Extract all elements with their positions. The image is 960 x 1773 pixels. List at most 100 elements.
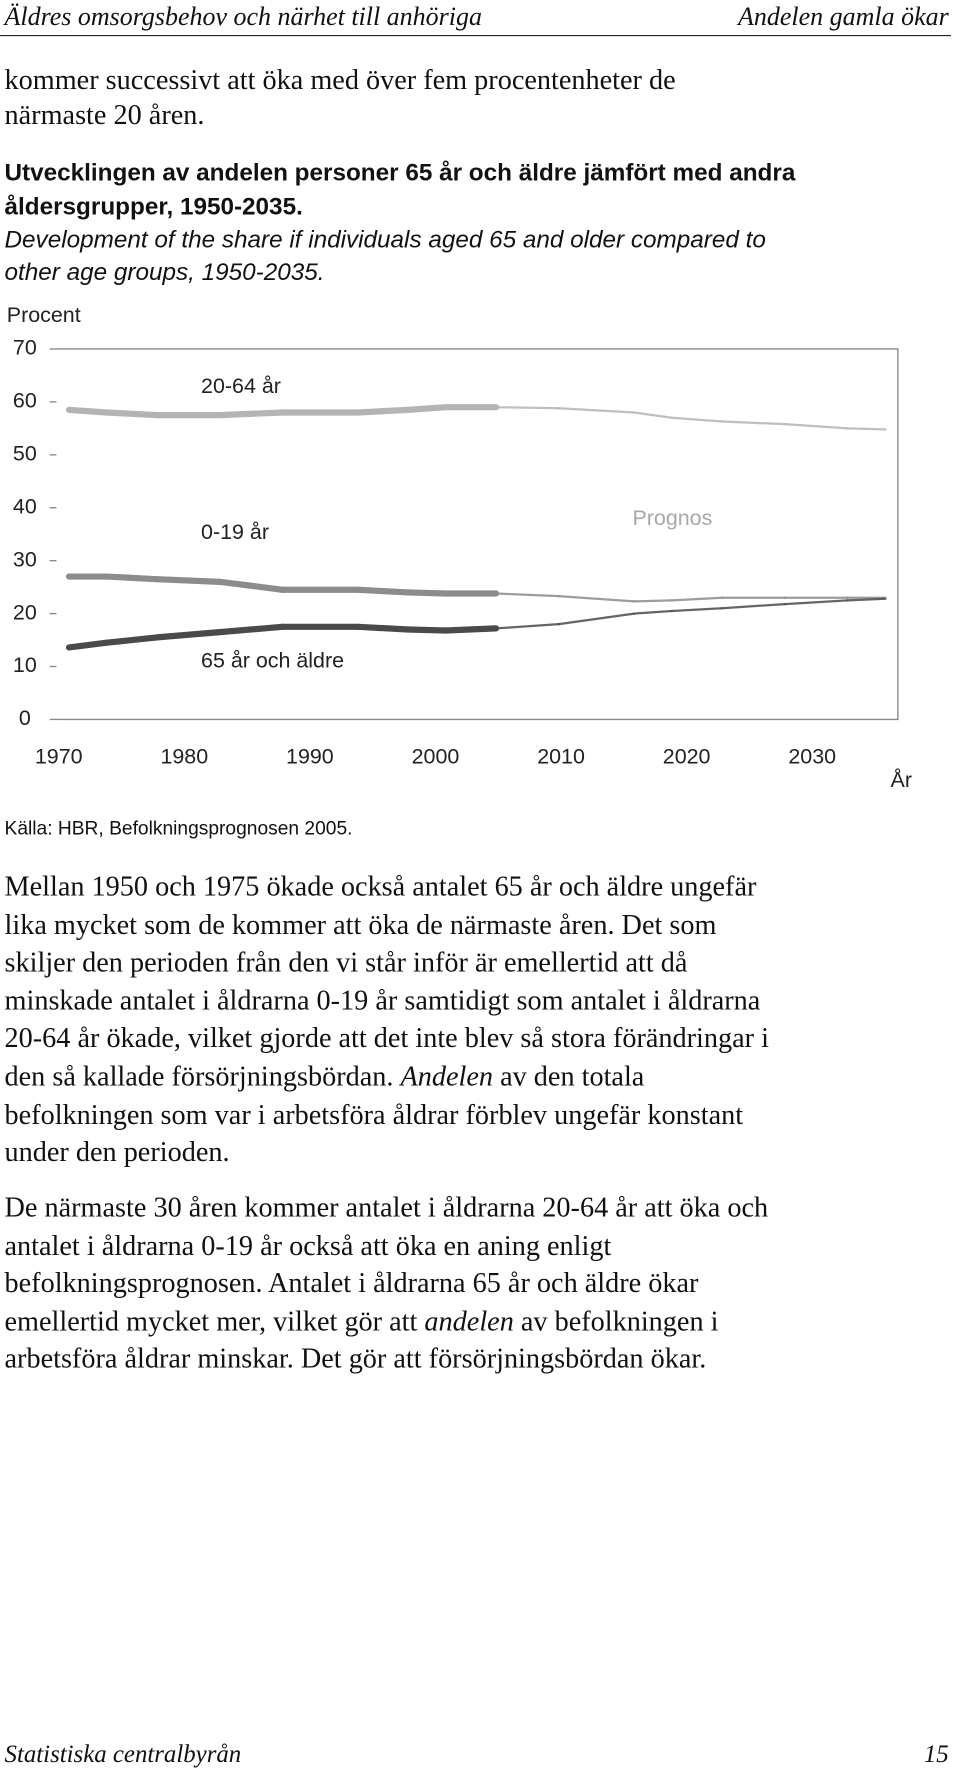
line-segment: [153, 576, 223, 585]
x-tick-label: 1990: [286, 745, 334, 769]
line-segment: [720, 420, 786, 426]
line-segment: [557, 594, 636, 603]
x-tick-label: 1980: [160, 745, 208, 769]
line-segment: [557, 612, 636, 626]
x-tick-label: 2000: [412, 745, 460, 769]
text-line: befolkningen som var i arbetsföra åldrar…: [5, 1100, 744, 1132]
line-segment: [633, 411, 673, 419]
x-tick-label: 2020: [663, 745, 711, 769]
text-line: under den perioden.: [5, 1138, 230, 1170]
line-segment: [670, 416, 724, 423]
text-run: den så kallade försörjningsbördan.: [4, 1061, 401, 1093]
y-tick-label: 30: [13, 547, 37, 571]
line-segment: [404, 404, 449, 413]
line-segment: [846, 427, 887, 431]
series-label: 65 år och äldre: [201, 649, 344, 673]
line-segment: [783, 599, 849, 606]
figure-subtitle: Development of the share if individuals …: [4, 225, 766, 253]
y-tick-label: 50: [13, 442, 37, 466]
line-segment: [65, 406, 110, 416]
x-tick-label: 1970: [35, 745, 83, 769]
line-segment: [103, 573, 161, 583]
line-segment: [354, 623, 412, 633]
figure-title: åldersgrupper, 1950-2035.: [4, 193, 303, 221]
y-tick-label: 10: [13, 653, 37, 677]
line-segment: [557, 407, 636, 414]
text-line: emellertid mycket mer, vilket gör att an…: [5, 1306, 719, 1338]
annotation: Prognos: [632, 506, 712, 530]
text-line: 20-64 år ökade, vilket gjorde att det in…: [5, 1024, 769, 1056]
text-run: arbetsföra åldrar minskar. Det gör att f…: [4, 1344, 707, 1375]
text-line: befolkningsprognosen. Antalet i åldrarna…: [5, 1269, 699, 1301]
text-line: De närmaste 30 åren kommer antalet i åld…: [5, 1193, 769, 1225]
text-run: antalet i åldrarna 0-19 år också att öka…: [4, 1230, 612, 1262]
line-segment: [442, 625, 500, 634]
line-segment: [103, 409, 161, 419]
line-segment: [720, 602, 786, 610]
figure-subtitle: other age groups, 1950-2035.: [4, 258, 325, 286]
line-segment: [670, 596, 724, 602]
plot-frame: [56, 348, 899, 721]
y-tick-label: 70: [13, 336, 37, 360]
text-line: antalet i åldrarna 0-19 år också att öka…: [5, 1231, 612, 1263]
x-axis-label: År: [891, 768, 912, 792]
text-line: närmaste 20 åren.: [4, 100, 205, 132]
line-segment: [216, 409, 286, 419]
line-segment: [216, 578, 286, 593]
header-right: Andelen gamla ökar: [738, 2, 949, 31]
series-label: 0-19 år: [201, 520, 269, 544]
text-run: befolkningen som var i arbetsföra åldrar…: [4, 1099, 744, 1131]
text-line: lika mycket som de kommer att öka de när…: [5, 910, 717, 942]
series-label: 20-64 år: [201, 374, 281, 398]
text-line: skiljer den perioden från den vi står in…: [5, 948, 688, 980]
line-segment: [216, 623, 286, 636]
line-segment: [494, 592, 560, 598]
text-line: arbetsföra åldrar minskar. Det gör att f…: [5, 1344, 707, 1376]
footer-left: Statistiska centralbyrån: [4, 1739, 242, 1768]
line-segment: [670, 607, 724, 613]
header-left: Äldres omsorgsbehov och närhet till anhö…: [4, 2, 482, 31]
text-run: emellertid mycket mer, vilket gör att: [4, 1306, 425, 1337]
line-segment: [494, 623, 560, 630]
text-run: under den perioden.: [4, 1137, 230, 1169]
text-run: skiljer den perioden från den vi står in…: [4, 947, 688, 979]
y-axis-label: Procent: [7, 303, 81, 327]
line-segment: [65, 639, 110, 651]
text-run: av befolkningen i: [513, 1306, 719, 1337]
text-line: minskade antalet i åldrarna 0-19 år samt…: [5, 986, 761, 1018]
y-tick-label: 40: [13, 494, 37, 518]
footer-right: 15: [923, 1739, 949, 1768]
line-segment: [633, 599, 673, 603]
line-segment: [354, 586, 412, 596]
line-segment: [153, 629, 223, 641]
figure-source: Källa: HBR, Befolkningsprognosen 2005.: [4, 817, 353, 840]
figure-title: Utvecklingen av andelen personer 65 år o…: [4, 159, 796, 187]
text-run: av den totala: [493, 1061, 645, 1093]
line-segment: [404, 589, 449, 597]
emphasis: Andelen: [400, 1061, 494, 1093]
line-segment: [783, 423, 849, 430]
text-run: befolkningsprognosen. Antalet i åldrarna…: [4, 1268, 699, 1300]
x-tick-label: 2030: [788, 745, 836, 769]
text-run: lika mycket som de kommer att öka de när…: [4, 909, 717, 941]
line-segment: [354, 406, 412, 416]
text-run: De närmaste 30 åren kommer antalet i åld…: [4, 1192, 769, 1224]
line-segment: [846, 597, 887, 602]
line-segment: [494, 406, 560, 410]
line-segment: [404, 626, 449, 634]
y-tick-label: 20: [13, 600, 37, 624]
text-line: Mellan 1950 och 1975 ökade också antalet…: [5, 872, 757, 904]
text-run: 20-64 år ökade, vilket gjorde att det in…: [4, 1023, 769, 1055]
text-run: minskade antalet i åldrarna 0-19 år samt…: [4, 985, 761, 1017]
x-tick-label: 2010: [537, 745, 585, 769]
emphasis: andelen: [424, 1306, 514, 1337]
line-segment: [633, 609, 673, 615]
y-tick-label: 60: [13, 389, 37, 413]
header-rule: [0, 35, 951, 37]
text-run: Mellan 1950 och 1975 ökade också antalet…: [4, 871, 757, 903]
text-line: kommer successivt att öka med över fem p…: [4, 65, 676, 96]
y-tick-label: 0: [19, 706, 31, 730]
line-segment: [103, 634, 161, 646]
